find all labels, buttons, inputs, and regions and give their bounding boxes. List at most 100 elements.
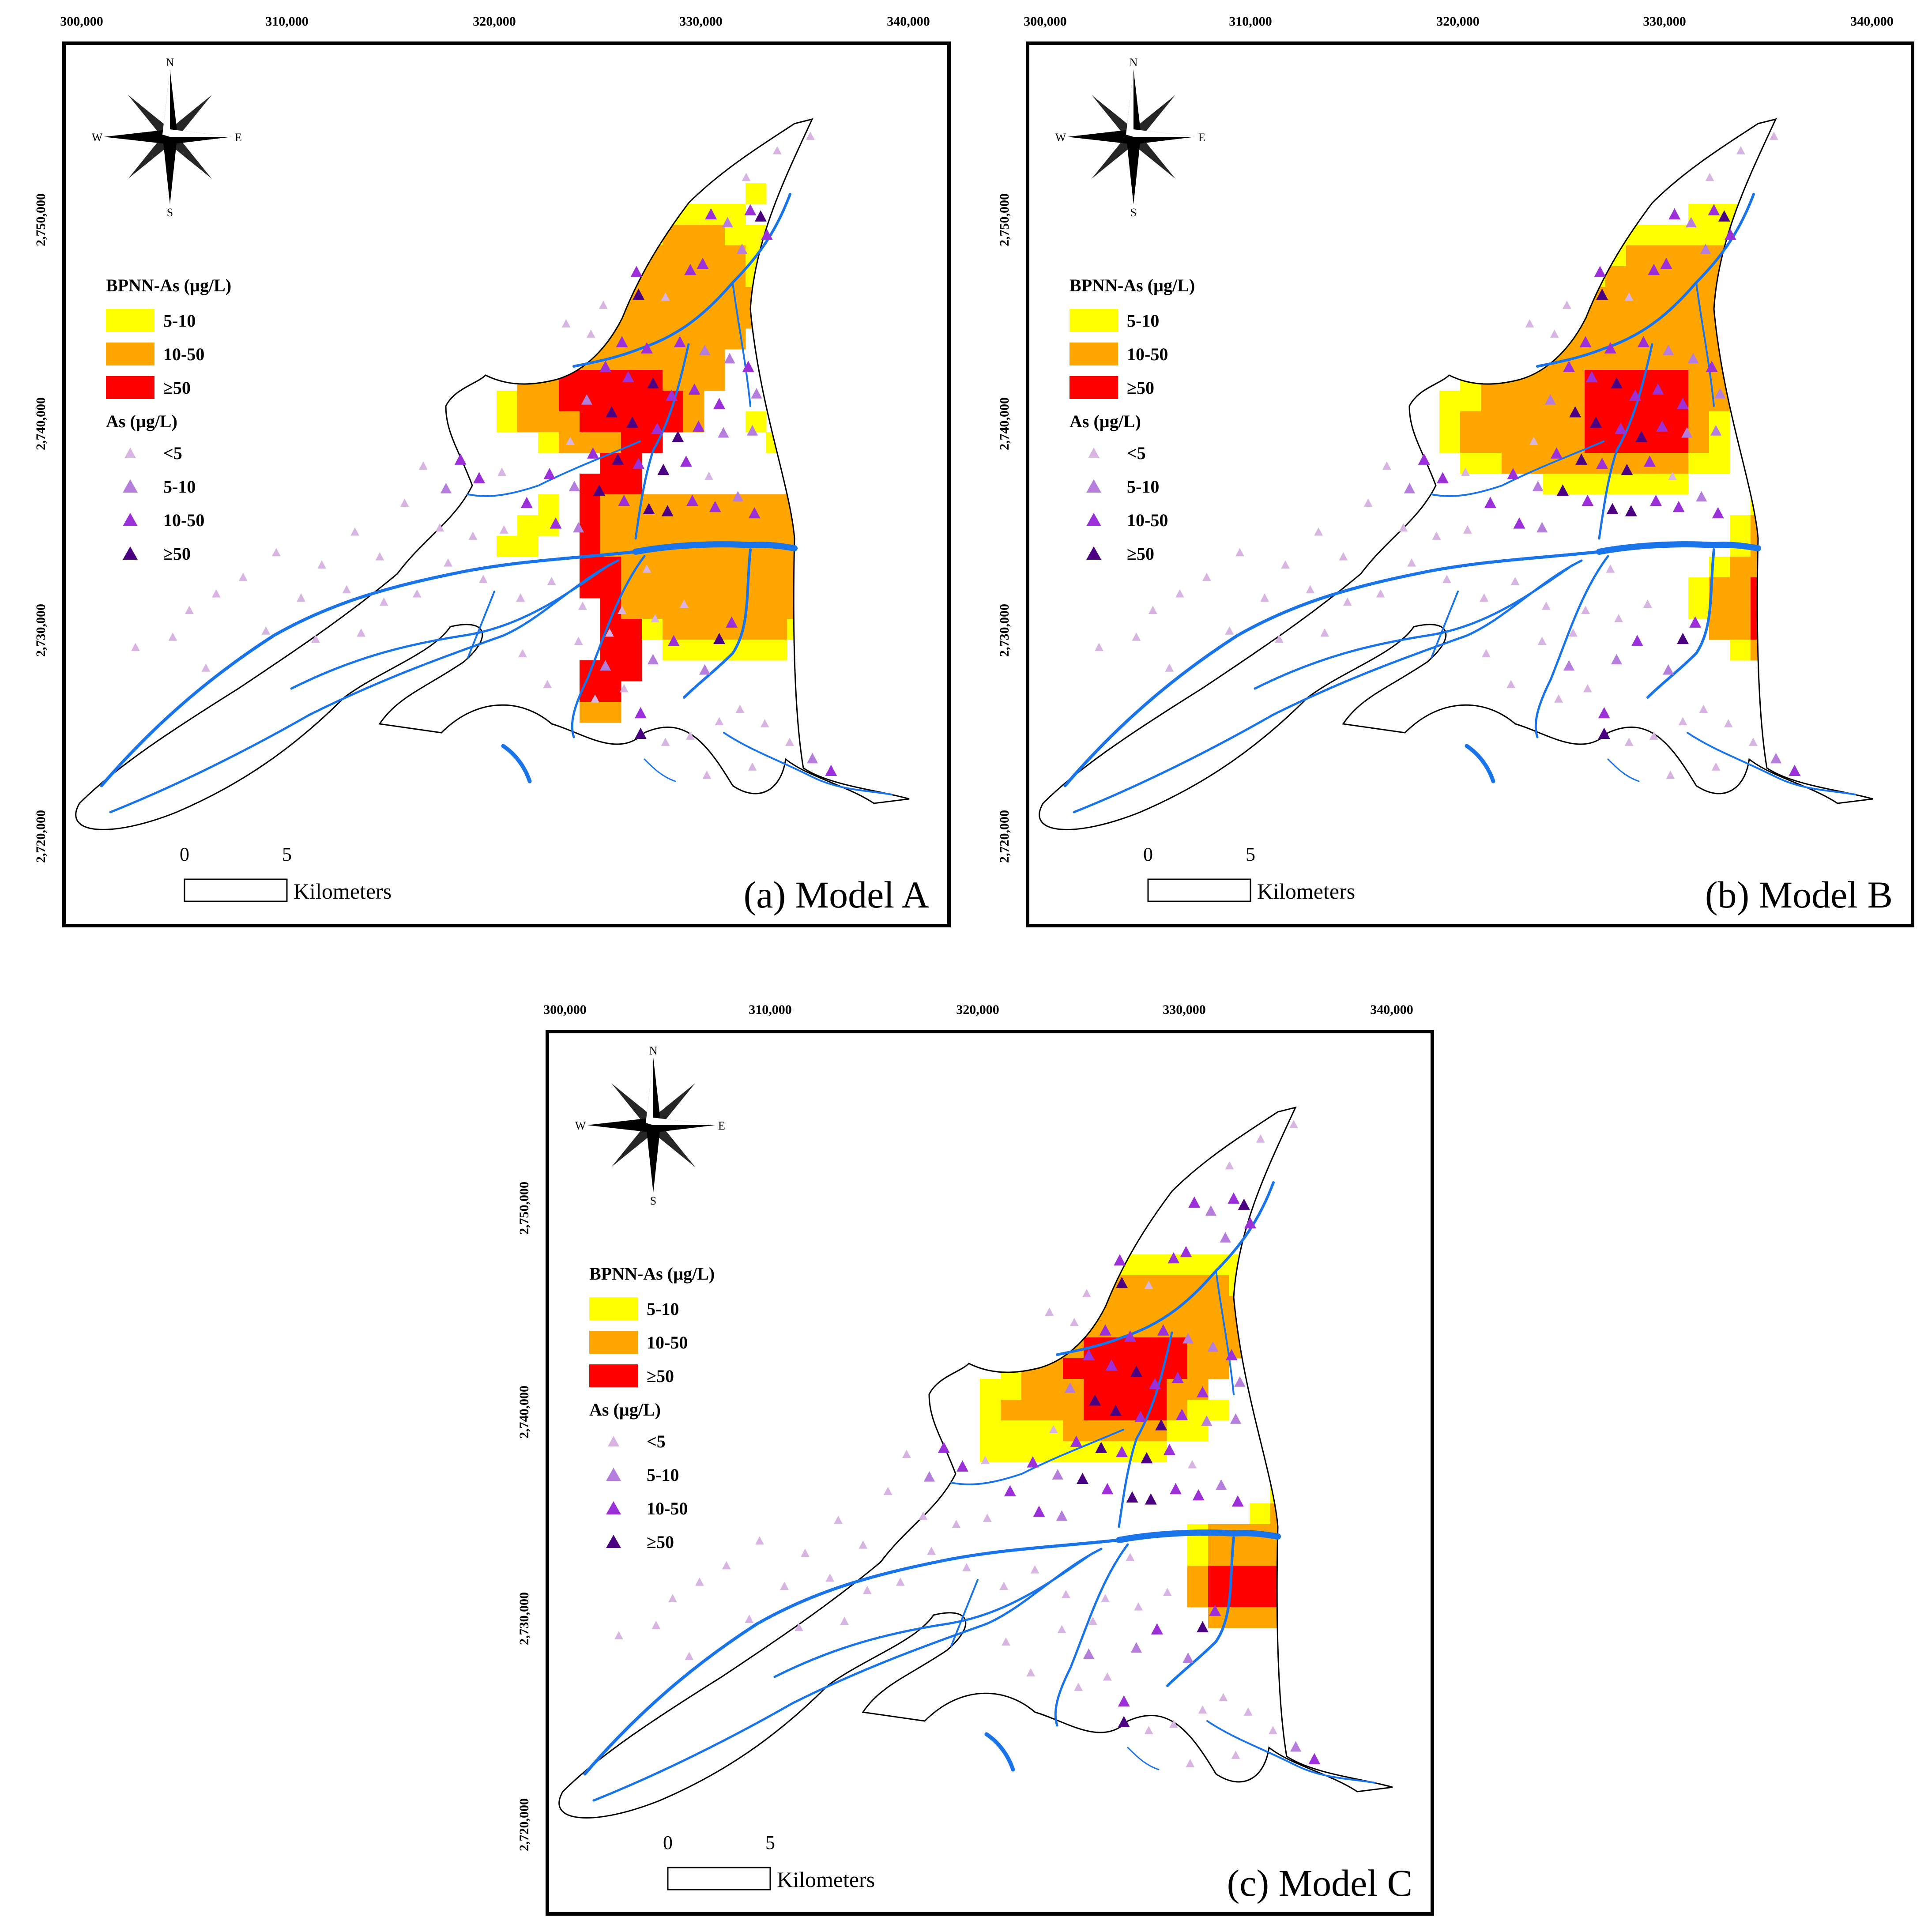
panel-a-river-branch — [683, 548, 752, 699]
panel-c-river-branch — [1206, 1720, 1376, 1784]
arsenic-sample-triangle — [1480, 593, 1489, 602]
arsenic-sample-triangle — [1666, 770, 1675, 779]
arsenic-sample-triangle — [1724, 229, 1736, 240]
panel-b-river-branch — [1431, 591, 1459, 659]
bpnn-cell-10-50 — [1146, 1420, 1167, 1442]
bpnn-cell-5-10 — [538, 432, 559, 453]
bpnn-cell-10-50 — [1605, 308, 1627, 329]
panel-a-river-channel — [109, 559, 619, 813]
legend-bpnn-label: ≥50 — [163, 378, 191, 398]
arsenic-sample-triangle — [1606, 564, 1615, 573]
bpnn-cell-ge50 — [621, 640, 642, 661]
bpnn-cell-10-50 — [704, 515, 725, 536]
panel-c-left-tick: 2,740,000 — [517, 1386, 531, 1439]
bpnn-cell-ge50 — [642, 391, 663, 412]
bpnn-cell-10-50 — [1187, 1358, 1209, 1379]
legend-as-triangle-icon — [1086, 513, 1101, 526]
scale-bar-five: 5 — [765, 1832, 775, 1853]
arsenic-sample-triangle — [520, 497, 533, 508]
arsenic-sample-triangle — [1724, 719, 1733, 727]
panel-a-bpnn-raster — [497, 183, 850, 723]
panel-c-frame — [546, 1030, 1434, 1916]
bpnn-cell-10-50 — [600, 432, 621, 453]
arsenic-sample-triangle — [1432, 531, 1441, 540]
bpnn-cell-ge50 — [1063, 1358, 1084, 1379]
legend-as-label: ≥50 — [163, 544, 191, 564]
arsenic-sample-triangle — [1510, 576, 1520, 585]
bpnn-cell-10-50 — [1626, 245, 1647, 267]
arsenic-sample-triangle — [350, 527, 359, 536]
legend-bpnn-title: BPNN-As (µg/L) — [589, 1264, 715, 1284]
legend-as-triangle-icon — [606, 1468, 621, 1481]
bpnn-cell-10-50 — [725, 557, 746, 578]
arsenic-sample-triangle — [1606, 503, 1619, 514]
arsenic-sample-triangle — [726, 616, 738, 628]
arsenic-sample-triangle — [317, 560, 326, 569]
arsenic-sample-triangle — [1145, 1493, 1157, 1505]
arsenic-sample-triangle — [375, 552, 384, 561]
panel-c-main-river — [1116, 1529, 1281, 1543]
arsenic-sample-triangle — [599, 301, 608, 309]
arsenic-sample-triangle — [661, 292, 670, 301]
bpnn-cell-10-50 — [600, 702, 621, 723]
arsenic-sample-triangle — [1554, 694, 1563, 703]
bpnn-cell-10-50 — [1460, 432, 1481, 453]
arsenic-sample-triangle — [1484, 497, 1496, 508]
arsenic-sample-triangle — [1182, 1333, 1194, 1344]
arsenic-sample-triangle — [1144, 1280, 1153, 1289]
panel-c-top-tick: 300,000 — [543, 1002, 587, 1017]
panel-b-river-branch — [1431, 441, 1604, 497]
arsenic-sample-triangle — [862, 1586, 872, 1594]
panel-c-study-area-boundary — [558, 1106, 1393, 1819]
arsenic-sample-triangle — [715, 717, 724, 726]
arsenic-sample-triangle — [643, 503, 655, 514]
arsenic-sample-triangle — [440, 482, 452, 493]
bpnn-cell-ge50 — [1104, 1379, 1126, 1400]
bpnn-cell-10-50 — [1688, 432, 1710, 453]
bpnn-cell-ge50 — [621, 391, 642, 412]
arsenic-sample-triangle — [1256, 1134, 1265, 1143]
bpnn-cell-ge50 — [600, 660, 621, 682]
arsenic-sample-triangle — [672, 431, 684, 442]
arsenic-sample-triangle — [342, 585, 351, 594]
bpnn-cell-10-50 — [725, 266, 746, 287]
bpnn-cell-ge50 — [559, 391, 580, 412]
arsenic-sample-triangle — [1167, 1252, 1180, 1264]
bpnn-cell-5-10 — [1460, 391, 1481, 412]
bpnn-cell-10-50 — [1460, 411, 1481, 433]
panel-c-river-branch — [950, 1429, 1124, 1485]
arsenic-sample-triangle — [586, 329, 595, 338]
arsenic-sample-triangle — [640, 342, 653, 354]
arsenic-sample-triangle — [1463, 525, 1472, 534]
bpnn-cell-10-50 — [663, 308, 684, 329]
arsenic-sample-triangle — [581, 394, 592, 405]
panel-a-left-ticks: 2,750,000 2,740,000 2,730,000 2,720,000 — [34, 193, 48, 863]
bpnn-cell-ge50 — [580, 411, 601, 433]
bpnn-cell-10-50 — [538, 411, 559, 433]
arsenic-sample-triangle — [238, 572, 248, 581]
bpnn-cell-ge50 — [1585, 391, 1606, 412]
bpnn-cell-ge50 — [1668, 411, 1689, 433]
panel-a-legend: BPNN-As (µg/L) 5-10 10-50 ≥50 As (µg/L) … — [106, 275, 231, 564]
arsenic-sample-triangle — [760, 719, 769, 727]
arsenic-sample-triangle — [578, 601, 587, 610]
bpnn-cell-5-10 — [1647, 474, 1668, 495]
bpnn-cell-10-50 — [683, 287, 704, 308]
arsenic-sample-triangle — [684, 264, 697, 275]
arsenic-sample-triangle — [550, 517, 562, 529]
panel-b-main-river — [1596, 541, 1761, 555]
arsenic-sample-triangle — [1769, 132, 1778, 140]
arsenic-sample-triangle — [587, 447, 599, 459]
arsenic-sample-triangle — [1281, 560, 1290, 569]
arsenic-sample-triangle — [1134, 1602, 1143, 1611]
arsenic-sample-triangle — [1663, 344, 1674, 355]
arsenic-sample-triangle — [311, 634, 320, 643]
arsenic-sample-triangle — [185, 606, 194, 614]
arsenic-sample-triangle — [825, 765, 837, 776]
panel-a-left-tick: 2,740,000 — [34, 397, 48, 450]
bpnn-cell-10-50 — [600, 515, 621, 536]
legend-bpnn-swatch — [1069, 376, 1118, 399]
bpnn-cell-5-10 — [1187, 1254, 1209, 1276]
panel-b-river-branch — [1607, 758, 1640, 782]
bpnn-cell-5-10 — [497, 536, 518, 557]
